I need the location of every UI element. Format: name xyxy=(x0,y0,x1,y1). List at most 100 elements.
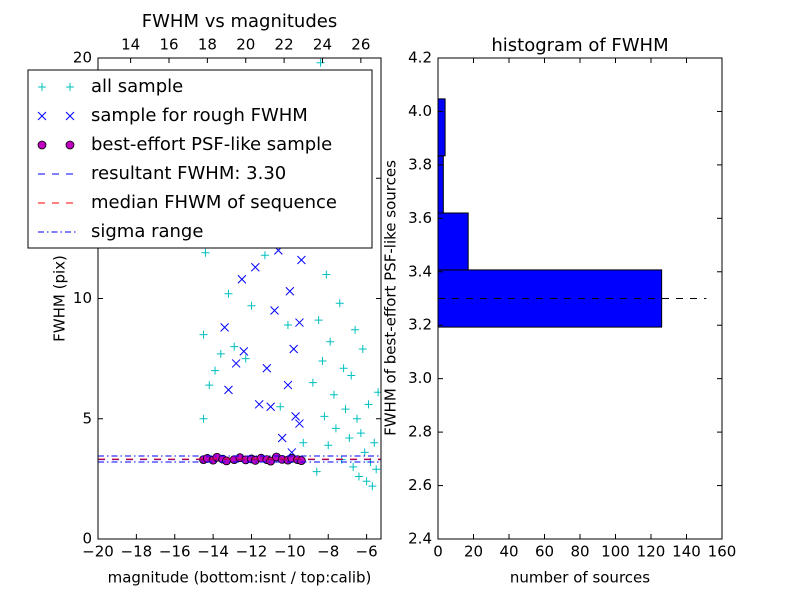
bar xyxy=(437,98,446,157)
point xyxy=(372,465,381,474)
bar xyxy=(437,155,444,214)
point xyxy=(283,380,293,390)
point xyxy=(368,482,377,491)
point xyxy=(283,320,292,329)
point xyxy=(360,448,369,457)
point xyxy=(326,337,335,346)
legend-label: sigma range xyxy=(91,221,203,242)
point xyxy=(329,390,338,399)
point xyxy=(260,251,269,260)
point xyxy=(65,111,75,121)
point xyxy=(237,274,247,284)
point xyxy=(239,347,249,356)
x2-tick-label: 24 xyxy=(313,36,332,54)
point xyxy=(262,363,272,373)
y-tick-label: 3.0 xyxy=(408,369,432,387)
x-tick-label: 0 xyxy=(433,543,443,561)
point xyxy=(220,323,229,332)
legend-label: best-effort PSF-like sample xyxy=(91,134,332,155)
y-tick-label: 4.0 xyxy=(408,102,432,120)
y-tick-label: 2.8 xyxy=(408,423,432,441)
point xyxy=(353,414,362,423)
point xyxy=(37,140,47,150)
x2-tick-label: 18 xyxy=(198,36,217,54)
x-tick-label: 20 xyxy=(464,543,483,561)
x-tick-label: −20 xyxy=(82,543,114,561)
x2-tick-label: 22 xyxy=(275,36,294,54)
point xyxy=(341,405,350,414)
point xyxy=(351,325,360,334)
x2-tick-label: 20 xyxy=(236,36,255,54)
x2-tick-label: 26 xyxy=(351,36,370,54)
point xyxy=(216,349,225,358)
x-tick-label: −10 xyxy=(274,543,306,561)
point xyxy=(322,270,331,279)
point xyxy=(318,357,327,366)
chart-title: histogram of FWHM xyxy=(491,35,668,56)
x2-tick-label: 16 xyxy=(159,36,178,54)
y-axis-label: FWHM of best-effort PSF-like sources xyxy=(382,160,400,436)
point xyxy=(308,378,317,387)
point xyxy=(297,255,306,265)
point xyxy=(241,354,250,363)
x-tick-label: −8 xyxy=(317,543,339,561)
x-tick-label: 80 xyxy=(570,543,589,561)
point xyxy=(211,366,220,375)
point xyxy=(65,140,75,150)
point xyxy=(335,299,344,308)
point xyxy=(199,330,208,339)
point xyxy=(362,477,371,486)
x-axis-label: number of sources xyxy=(510,569,650,587)
legend-label: median FHWM of sequence xyxy=(91,192,337,213)
y-tick-label: 2.6 xyxy=(408,476,432,494)
point xyxy=(224,385,233,395)
point xyxy=(356,429,365,438)
point xyxy=(37,111,47,121)
point xyxy=(295,318,304,327)
point xyxy=(316,58,325,67)
x-tick-label: 120 xyxy=(637,543,666,561)
point xyxy=(250,262,260,272)
point xyxy=(38,83,46,91)
y-tick-label: 2.4 xyxy=(408,530,432,548)
point xyxy=(205,381,214,390)
y-tick-label: 3.6 xyxy=(408,209,432,227)
y-axis-label: FWHM (pix) xyxy=(51,255,69,342)
x2-tick-label: 14 xyxy=(121,36,140,54)
x-tick-label: −6 xyxy=(356,543,378,561)
y-tick-label: 4.2 xyxy=(408,49,432,67)
point xyxy=(349,462,358,471)
y-tick-label: 3.4 xyxy=(408,262,432,280)
point xyxy=(331,424,340,433)
x-tick-label: −12 xyxy=(236,543,268,561)
point xyxy=(312,467,321,476)
point xyxy=(364,400,373,409)
point xyxy=(222,456,231,466)
point xyxy=(291,411,300,421)
legend-label: sample for rough FWHM xyxy=(91,105,308,126)
y-tick-label: 0 xyxy=(82,530,92,548)
x-tick-label: 140 xyxy=(672,543,701,561)
point xyxy=(230,342,239,351)
legend-label: resultant FWHM: 3.30 xyxy=(91,163,286,184)
legend: all sample sample for rough FWHM best-effo… xyxy=(27,69,373,249)
x-tick-label: 160 xyxy=(708,543,737,561)
point xyxy=(270,306,279,315)
x-tick-label: 40 xyxy=(499,543,518,561)
y-tick-label: 5 xyxy=(82,409,92,427)
point xyxy=(201,248,210,257)
point xyxy=(247,301,256,310)
x-tick-label: 100 xyxy=(601,543,630,561)
point xyxy=(314,316,323,325)
point xyxy=(354,472,363,481)
y-tick-label: 3.2 xyxy=(408,316,432,334)
point xyxy=(289,344,299,354)
point xyxy=(231,359,241,368)
point xyxy=(345,433,354,442)
point xyxy=(224,289,233,298)
point xyxy=(320,412,329,421)
point xyxy=(370,438,379,447)
x-tick-label: −16 xyxy=(159,543,191,561)
x-axis-label: magnitude (bottom:isnt / top:calib) xyxy=(108,569,372,587)
